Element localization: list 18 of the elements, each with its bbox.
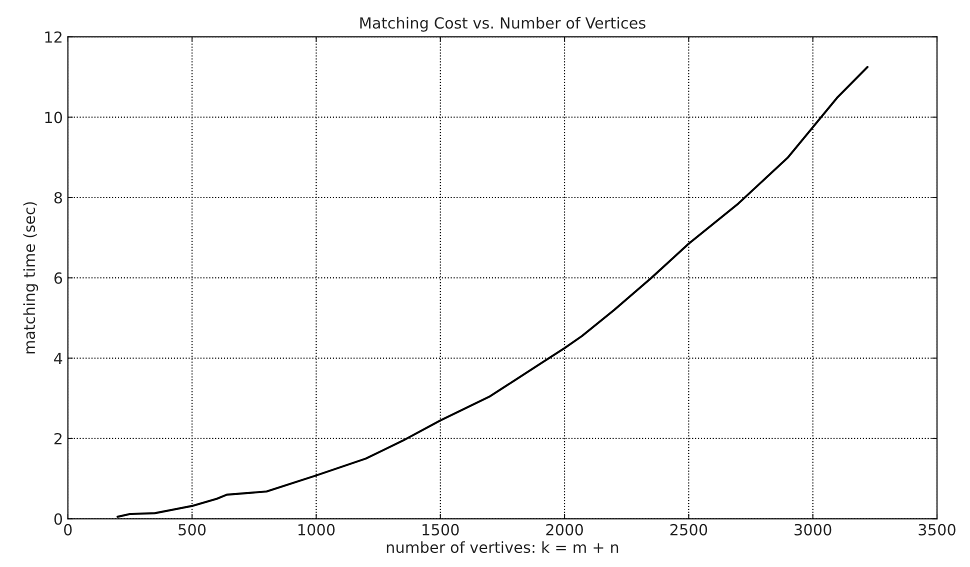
y-tick-label: 12 (45, 31, 62, 43)
y-tick-label: 10 (45, 112, 62, 124)
x-axis-title: number of vertives: k = m + n (386, 541, 618, 554)
x-tick-label: 1500 (422, 524, 459, 536)
x-tick-label: 2000 (546, 524, 583, 536)
y-tick-label: 2 (54, 432, 62, 444)
chart-title: Matching Cost vs. Number of Vertices (360, 16, 646, 32)
y-tick-label: 4 (54, 352, 62, 364)
x-tick-label: 0 (64, 524, 72, 536)
x-tick-label: 500 (178, 524, 206, 536)
x-tick-label: 3000 (794, 524, 832, 536)
y-tick-label: 0 (54, 513, 62, 525)
x-tick-label: 3500 (918, 524, 956, 536)
x-tick-label: 1000 (298, 524, 335, 536)
x-tick-label: 2500 (670, 524, 708, 536)
y-tick-label: 8 (54, 192, 62, 204)
y-axis-title: matching time (sec) (23, 202, 38, 354)
y-tick-label: 6 (54, 272, 62, 284)
